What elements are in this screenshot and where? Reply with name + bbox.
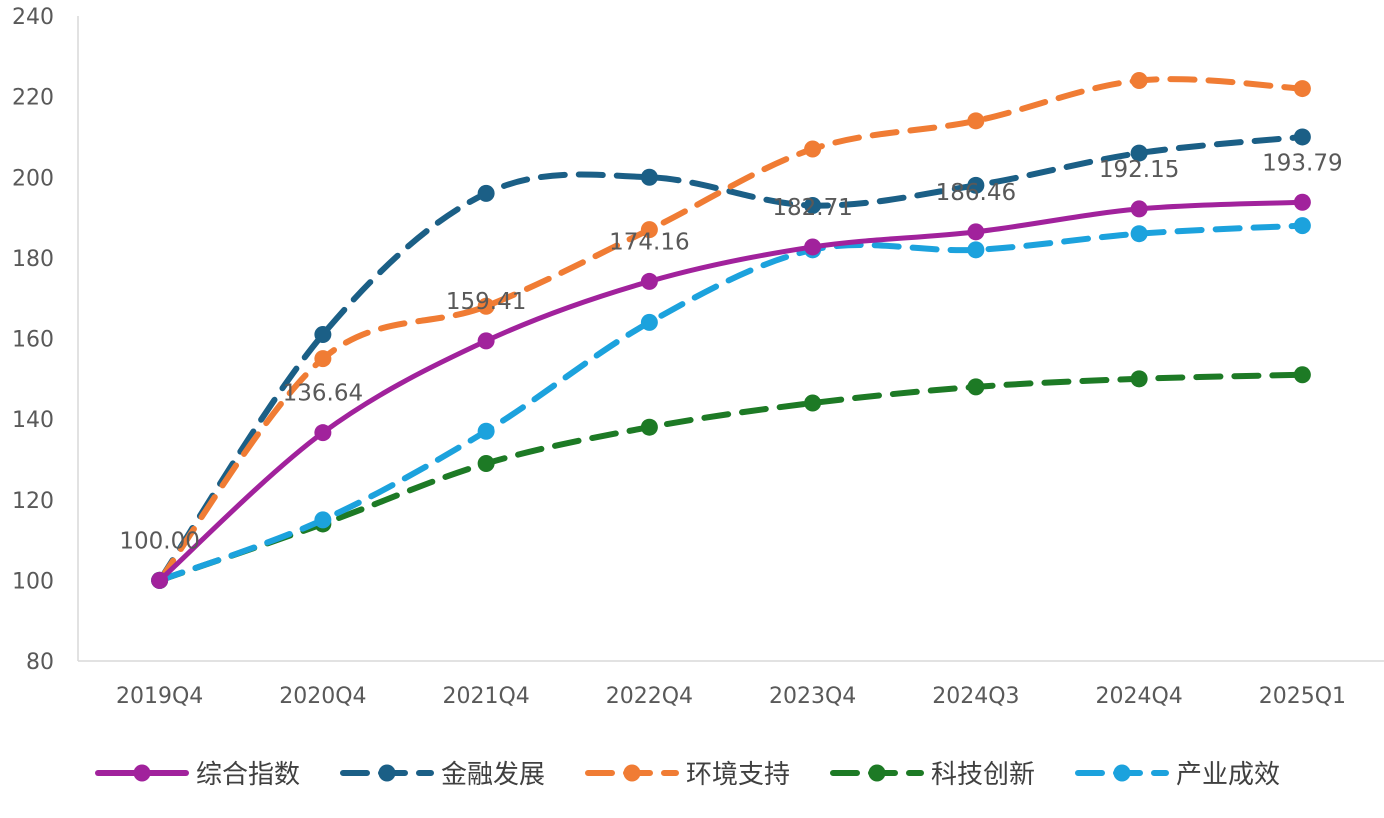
data-point [640, 272, 658, 290]
legend-swatch-marker [133, 764, 151, 782]
data-point [804, 140, 822, 158]
data-label: 186.46 [936, 180, 1016, 206]
legend-item: 金融发展 [340, 760, 545, 790]
x-tick-label: 2021Q4 [442, 684, 529, 709]
data-point [314, 511, 332, 529]
data-point [314, 325, 332, 343]
data-point [1293, 366, 1311, 384]
x-tick-label: 2019Q4 [116, 684, 203, 709]
data-point [640, 168, 658, 186]
data-labels: 100.00 136.64 159.41 174.16 182.71 186.46 192.… [119, 150, 1342, 554]
data-point [477, 332, 495, 350]
data-point [640, 418, 658, 436]
y-tick-label: 180 [12, 247, 54, 272]
data-point [967, 112, 985, 130]
data-point [640, 221, 658, 239]
series-2 [151, 128, 1311, 589]
legend-swatch-marker [868, 764, 886, 782]
data-point [967, 241, 985, 259]
legend-label: 科技创新 [931, 760, 1035, 790]
data-point [314, 350, 332, 368]
axes: 80 100 120 140 160 180 200 220 240 2019Q4 2020Q4 20… [12, 5, 1384, 709]
data-label: 174.16 [609, 229, 689, 255]
data-point [151, 571, 169, 589]
data-point [477, 297, 495, 315]
legend-swatch-marker [623, 764, 641, 782]
series-line [156, 371, 1306, 584]
y-tick-label: 100 [12, 569, 54, 594]
data-label: 192.15 [1099, 157, 1179, 183]
legend-label: 环境支持 [686, 760, 790, 790]
x-tick-label: 2024Q4 [1095, 684, 1182, 709]
data-point [967, 223, 985, 241]
data-point [1293, 128, 1311, 146]
y-tick-label: 120 [12, 489, 54, 514]
series-1 [151, 193, 1311, 589]
legend-label: 金融发展 [441, 760, 545, 790]
data-point [1293, 217, 1311, 235]
data-point [1130, 225, 1148, 243]
data-point [314, 424, 332, 442]
data-point [804, 394, 822, 412]
x-tick-label: 2023Q4 [769, 684, 856, 709]
series-layer [151, 72, 1311, 589]
data-point [640, 313, 658, 331]
legend-item: 综合指数 [95, 760, 300, 790]
data-point [477, 184, 495, 202]
x-tick-label: 2020Q4 [279, 684, 366, 709]
data-label: 100.00 [119, 528, 199, 554]
data-point [1130, 200, 1148, 218]
series-line [156, 222, 1306, 584]
legend: 综合指数 金融发展 环境支持 科技创新 产业成效 [95, 760, 1280, 790]
y-tick-label: 140 [12, 408, 54, 433]
x-tick-label: 2024Q3 [932, 684, 1019, 709]
legend-item: 科技创新 [830, 760, 1035, 790]
data-point [967, 378, 985, 396]
data-label: 193.79 [1262, 150, 1342, 176]
data-point [967, 176, 985, 194]
data-label: 136.64 [283, 381, 363, 407]
y-tick-label: 220 [12, 86, 54, 111]
data-point [1130, 370, 1148, 388]
data-point [804, 196, 822, 214]
legend-swatch-marker [378, 764, 396, 782]
legend-swatch-marker [1113, 764, 1131, 782]
legend-label: 产业成效 [1176, 760, 1280, 790]
legend-item: 产业成效 [1075, 760, 1280, 790]
legend-item: 环境支持 [585, 760, 790, 790]
x-tick-label: 2025Q1 [1259, 684, 1346, 709]
data-point [477, 454, 495, 472]
data-point [1293, 80, 1311, 98]
y-tick-label: 200 [12, 166, 54, 191]
data-point [1130, 144, 1148, 162]
data-point [477, 422, 495, 440]
y-tick-label: 160 [12, 328, 54, 353]
x-tick-label: 2022Q4 [606, 684, 693, 709]
y-tick-label: 240 [12, 5, 54, 30]
data-label: 159.41 [446, 289, 526, 315]
data-point [804, 238, 822, 256]
data-point [1130, 72, 1148, 89]
legend-label: 综合指数 [196, 760, 300, 790]
y-tick-label: 80 [26, 650, 54, 675]
data-label: 182.71 [772, 195, 852, 221]
data-point [1293, 193, 1311, 211]
